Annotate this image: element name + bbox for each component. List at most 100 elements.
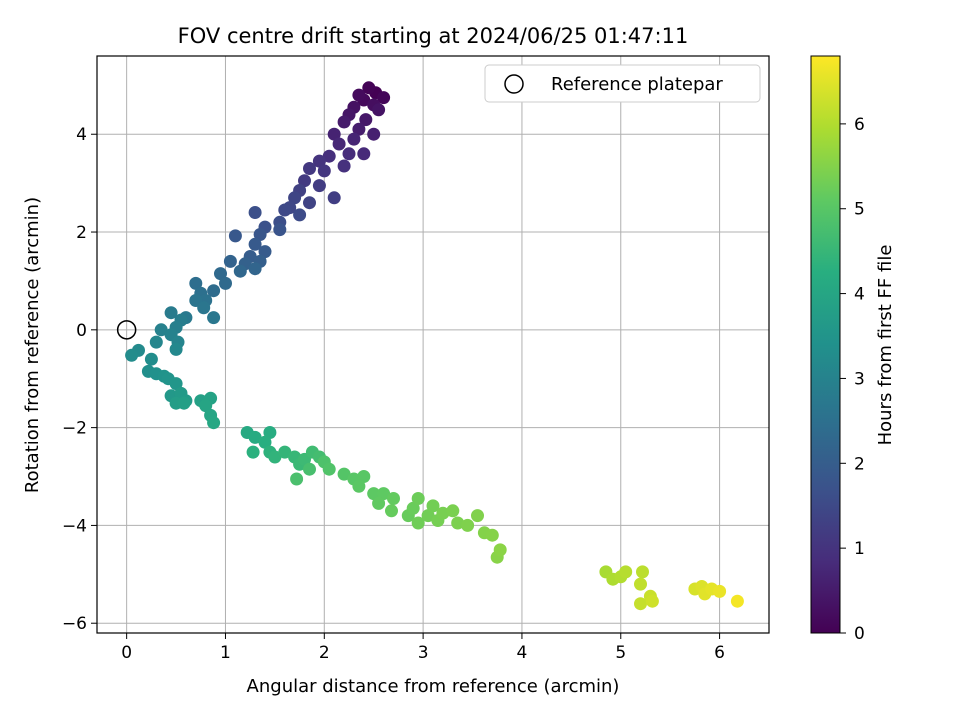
x-tick-label: 1 [220,643,231,663]
data-point [293,208,307,222]
data-point [327,127,341,141]
data-point [164,306,178,320]
colorbar-label: Hours from first FF file [875,245,896,446]
chart-title: FOV centre drift starting at 2024/06/25 … [178,24,689,48]
x-tick-label: 3 [418,643,429,663]
x-axis-ticks: 0 1 2 3 4 5 6 [121,633,725,663]
data-point [357,470,371,483]
data-point [362,81,376,95]
data-point [411,492,425,505]
data-point [372,103,386,117]
data-point [372,496,386,510]
legend-box [484,64,761,103]
data-point [258,435,272,449]
data-point [461,518,475,532]
data-point [288,191,302,205]
y-tick-label: 0 [76,321,87,341]
data-point [619,565,633,579]
data-point [149,335,163,349]
data-point [246,445,260,459]
data-point [493,543,507,557]
data-point [347,132,361,146]
data-point [312,179,326,193]
x-tick-label: 0 [121,643,132,663]
data-point [359,113,373,127]
data-point [332,137,346,151]
data-point [337,115,351,129]
data-point [426,499,440,513]
data-point [636,565,649,579]
y-tick-label: −4 [62,516,87,536]
data-point [248,430,262,444]
data-point [303,462,316,476]
data-point [228,229,242,243]
data-point [253,228,267,241]
data-point [713,584,727,598]
data-point [189,276,203,290]
data-point [169,342,183,356]
data-point [223,254,237,268]
legend: Reference platepar [484,64,761,103]
data-point [268,450,282,464]
x-tick-label: 6 [714,643,725,663]
data-point [436,506,450,520]
plot-frame [96,55,770,634]
data-point [352,122,366,136]
colorbar-ticks: 0 1 2 3 4 5 6 [840,115,865,644]
data-points [125,81,744,611]
data-point [317,164,331,178]
data-point [214,267,227,281]
data-point [471,509,484,523]
data-point [199,399,213,413]
colorbar-tick-label: 6 [854,115,865,135]
data-point [248,237,262,251]
data-point [730,594,744,608]
data-point [298,174,311,188]
colorbar-tick-label: 1 [854,539,865,559]
colorbar-tick-label: 3 [854,369,865,389]
data-point [248,262,262,276]
legend-marker-icon [504,74,524,94]
data-point [177,396,191,410]
data-point [451,516,465,530]
data-point [219,276,232,290]
data-point [485,528,499,542]
data-point [634,577,647,591]
y-tick-label: 2 [76,223,87,243]
data-point [406,501,420,515]
x-tick-label: 4 [517,643,528,663]
data-point [645,594,659,608]
data-point [634,597,647,611]
data-point [233,264,247,278]
data-point [446,504,460,518]
data-point [207,416,221,430]
data-point [263,426,277,439]
data-point [421,509,435,523]
data-point [197,301,211,315]
data-point [278,445,292,459]
y-tick-label: −2 [62,419,87,439]
data-point [154,323,168,337]
data-point [377,487,391,501]
data-point [337,159,351,173]
data-point [258,245,272,259]
data-point [207,284,221,298]
data-point [352,479,366,493]
reference-platepar-marker [116,320,137,340]
colorbar-gradient [810,55,841,634]
data-point [303,162,316,175]
data-point [290,472,304,486]
data-point [312,154,326,168]
data-point [367,127,381,141]
x-axis-label: Angular distance from reference (arcmin) [247,676,620,697]
colorbar: 0 1 2 3 4 5 6 Hours from first FF file [810,55,896,644]
data-point [352,88,366,102]
data-point [387,492,400,505]
data-point [125,348,139,362]
data-point [357,147,371,161]
data-point [322,462,336,476]
colorbar-tick-label: 2 [854,454,865,474]
data-point [144,352,158,366]
data-point [385,504,398,518]
